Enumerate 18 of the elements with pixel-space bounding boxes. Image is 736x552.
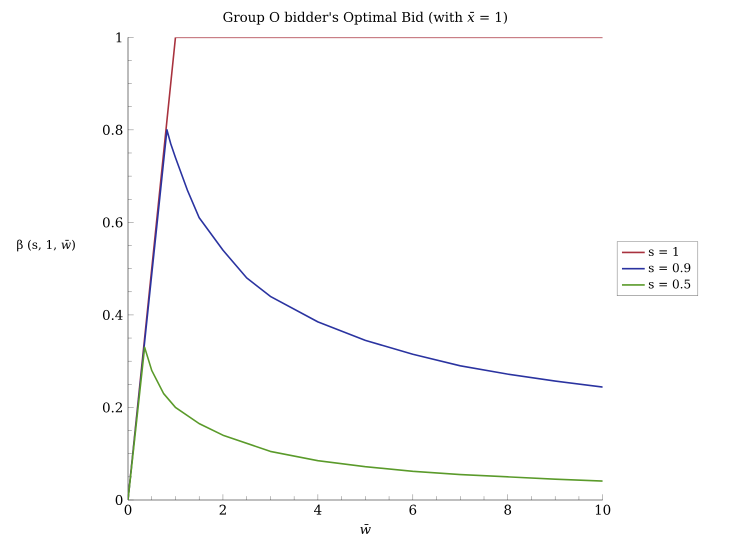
x-tick-label: 10 xyxy=(596,504,610,515)
x-tick-label: 6 xyxy=(409,504,416,515)
y-axis-title: β (s, 1, w̄) xyxy=(17,240,75,252)
x-tick-label: 4 xyxy=(314,504,322,515)
y-tick-label: 0.2 xyxy=(102,402,122,412)
y-tick-label: 0.6 xyxy=(102,217,122,228)
y-tick-label: 0 xyxy=(116,494,122,506)
y-tick-label: 0.8 xyxy=(102,124,122,135)
legend-label: s = 0.9 xyxy=(648,263,690,272)
chart-title: Group O bidder's Optimal Bid (with x̄ = 1) xyxy=(223,12,507,25)
x-tick-label: 2 xyxy=(220,504,226,515)
legend-label: s = 0.5 xyxy=(648,279,690,289)
legend-label: s = 1 xyxy=(648,246,678,256)
y-tick-label: 0.4 xyxy=(102,310,123,320)
y-tick-label: 1 xyxy=(116,32,122,42)
x-tick-label: 0 xyxy=(124,504,132,515)
x-axis-title: w̄ xyxy=(360,524,371,534)
x-tick-label: 8 xyxy=(504,504,512,515)
